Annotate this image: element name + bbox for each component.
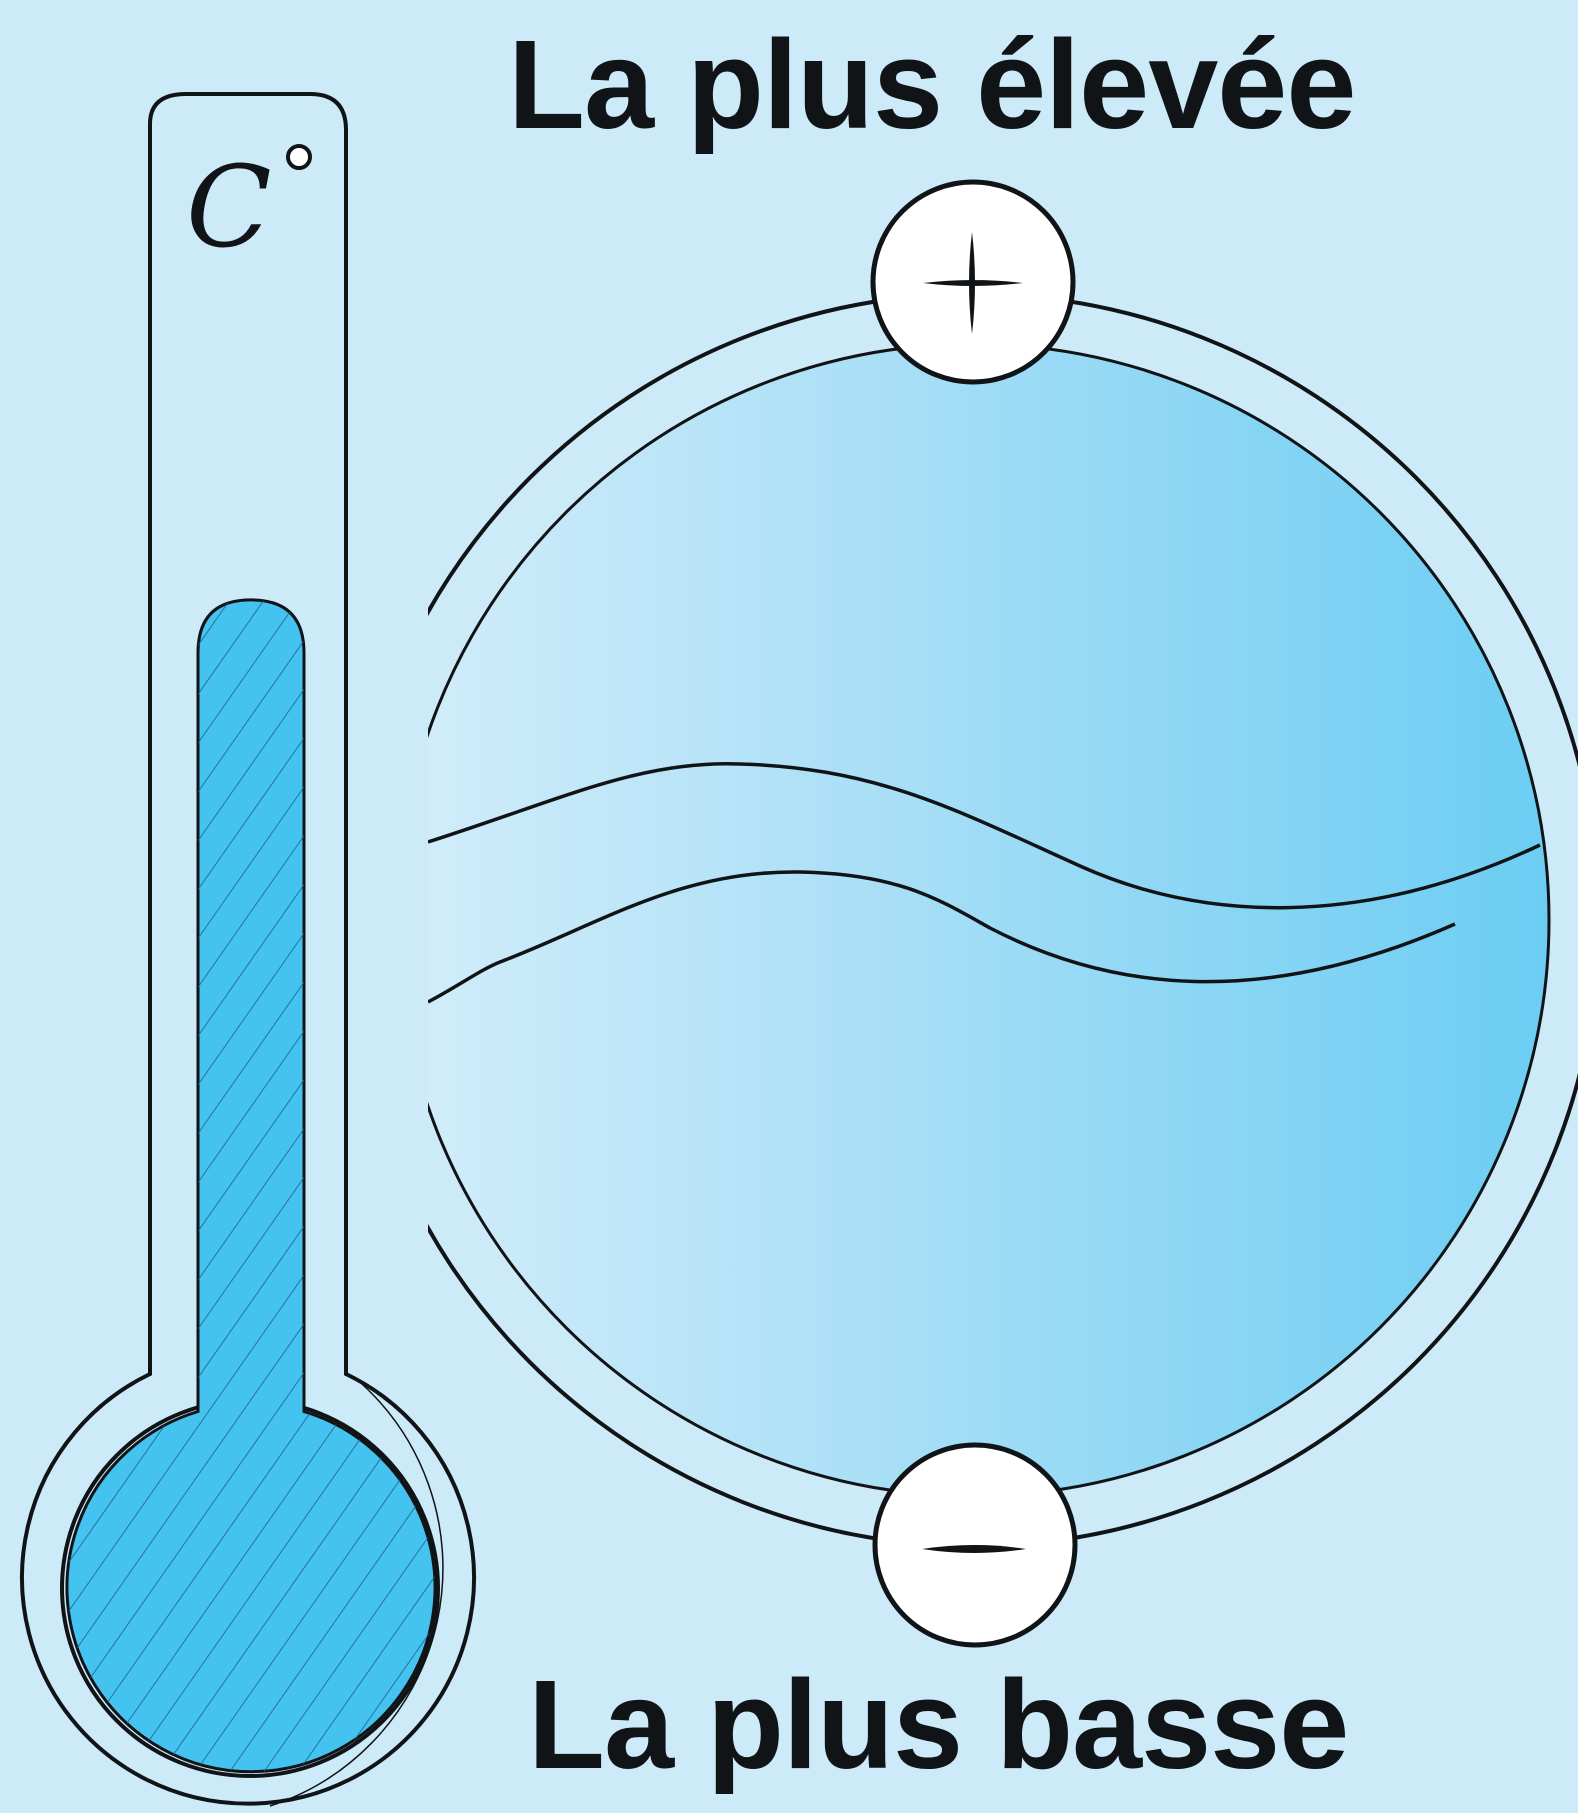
thermometer-liquid-hatch: [66, 599, 436, 1772]
celsius-unit: C: [186, 143, 272, 273]
degree-icon: [286, 144, 312, 170]
label-lowest: La plus basse: [528, 1654, 1349, 1795]
plus-pole: [870, 179, 1076, 385]
plus-icon: [923, 232, 1023, 334]
minus-pole: [872, 1442, 1078, 1648]
thermometer: [20, 92, 476, 1807]
label-highest: La plus élevée: [508, 14, 1356, 155]
thermometer-outer-halo: [269, 1383, 444, 1807]
minus-icon: [922, 1545, 1026, 1553]
wave-band-lower: [428, 870, 1456, 1004]
wave-band-upper: [428, 761, 1541, 910]
minus-pole-circle: [872, 1442, 1078, 1648]
sphere: [428, 292, 1578, 1548]
